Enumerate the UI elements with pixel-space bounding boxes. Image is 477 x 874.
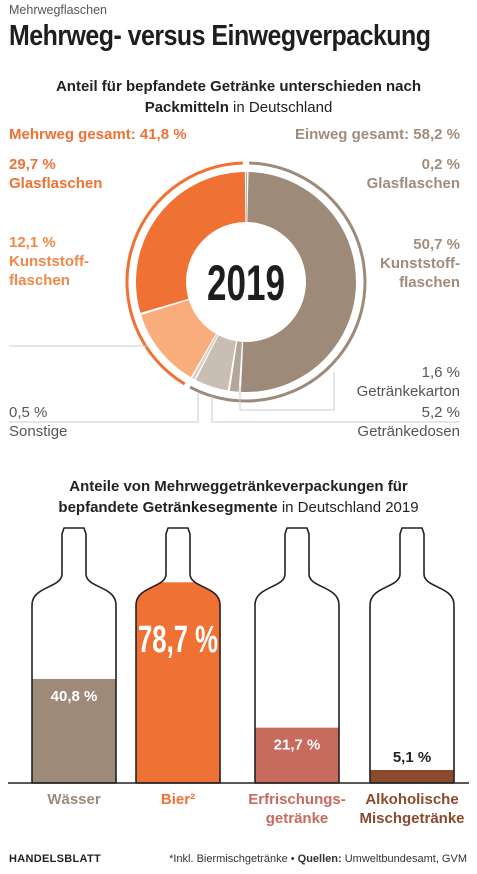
- donut-subtitle-line2-bold: Packmitteln: [144, 99, 229, 116]
- bottle-value-3: 21,7 %: [274, 737, 321, 754]
- donut-slice-5: [192, 334, 218, 380]
- sonst-name: Sonstige: [9, 423, 68, 440]
- mw-glas-label: 29,7 % Glasflaschen: [9, 155, 102, 193]
- bottle-category-line: getränke: [265, 810, 329, 827]
- ew-kunst-label: 50,7 % Kunststoff- flaschen: [380, 235, 460, 292]
- page-title: Mehrweg- versus Einwegverpackung: [9, 20, 431, 52]
- bottle-category-4: Alkoholische Mischgetränke: [347, 790, 477, 828]
- bottle-category-line: Bier²: [160, 791, 196, 808]
- ew-glas-label: 0,2 % Glasflaschen: [367, 155, 460, 193]
- mw-glas-name: Glasflaschen: [9, 175, 103, 192]
- donut-slice-4: [195, 335, 236, 391]
- donut-slice-6: [141, 300, 216, 378]
- bottle-value-2: 78,7 %: [138, 619, 218, 661]
- bottle-category-3: Erfrischungs-getränke: [232, 790, 362, 828]
- mw-glas-value: 29,7 %: [9, 156, 56, 173]
- donut-center-year: 2019: [207, 255, 285, 311]
- bottle-category-1: Wässer: [9, 790, 139, 809]
- leader-dosen: [211, 396, 460, 423]
- bottle-subtitle-line2-bold: bepfandete Getränkesegmente: [58, 499, 278, 516]
- donut-slice-2: [240, 172, 357, 393]
- einweg-total: Einweg gesamt: 58,2 %: [294, 126, 460, 143]
- bottle-category-line: Alkoholische: [365, 791, 459, 808]
- mehrweg-ring: [125, 161, 243, 386]
- bottle-subtitle-line1: Anteile von Mehrweggetränkeverpackungen …: [69, 478, 408, 495]
- leader-karton: [239, 372, 335, 411]
- bottle-outline-4: [369, 527, 455, 784]
- donut-chart: 2019: [9, 161, 460, 423]
- footer-note: *Inkl. Biermischgetränke •: [169, 853, 298, 865]
- bottle-value-4: 5,1 %: [393, 749, 431, 766]
- donut-slice-3: [229, 341, 242, 392]
- footer-source: *Inkl. Biermischgetränke • Quellen: Umwe…: [169, 853, 467, 865]
- bottle-subtitle: Anteile von Mehrweggetränkeverpackungen …: [0, 476, 477, 518]
- mw-kunst-name1: Kunststoff-: [9, 253, 89, 270]
- leader-sonst: [9, 392, 199, 423]
- mw-kunst-label: 12,1 % Kunststoff- flaschen: [9, 233, 89, 290]
- ew-kunst-name2: flaschen: [399, 274, 460, 291]
- donut-subtitle-line1: Anteil für bepfandete Getränke unterschi…: [55, 78, 422, 95]
- bottle-subtitle-line2-plain: in Deutschland 2019: [277, 499, 419, 516]
- donut-subtitle-line2-plain: in Deutschland: [228, 99, 333, 116]
- bottle-fill-3: [255, 727, 339, 783]
- donut-subtitle: Anteil für bepfandete Getränke unterschi…: [0, 76, 477, 118]
- kicker: Mehrwegflaschen: [9, 3, 107, 17]
- mehrweg-total: Mehrweg gesamt: 41,8 %: [9, 126, 187, 143]
- donut-slice-7: [136, 172, 246, 313]
- bottle-fill-4: [370, 769, 454, 783]
- dosen-label: 5,2 % Getränkedosen: [357, 403, 460, 441]
- bottle-category-line: Erfrischungs-: [248, 791, 346, 808]
- bottle-chart: 40,8 % 78,7 % 21,7 % 5,1 %: [8, 527, 469, 784]
- donut-slice-1: [246, 172, 248, 223]
- ew-kunst-value: 50,7 %: [413, 236, 460, 253]
- sonst-value: 0,5 %: [9, 404, 48, 421]
- karton-label: 1,6 % Getränkekarton: [357, 363, 460, 401]
- mw-kunst-name2: flaschen: [9, 272, 70, 289]
- bottle-fill-1: [32, 678, 116, 783]
- ew-kunst-name1: Kunststoff-: [380, 255, 460, 272]
- footer-sources: Umweltbundesamt, GVM: [341, 853, 467, 865]
- ew-glas-name: Glasflaschen: [366, 175, 460, 192]
- einweg-ring: [189, 161, 367, 403]
- dosen-value: 5,2 %: [421, 404, 460, 421]
- bottle-value-1: 40,8 %: [51, 688, 98, 705]
- sonst-label: 0,5 % Sonstige: [9, 403, 67, 441]
- bottle-category-2: Bier²: [113, 790, 243, 809]
- ew-glas-value: 0,2 %: [421, 156, 460, 173]
- dosen-name: Getränkedosen: [357, 423, 460, 440]
- bottle-fill-2: [136, 582, 220, 783]
- mw-kunst-value: 12,1 %: [9, 234, 56, 251]
- footer-sources-label: Quellen:: [297, 853, 342, 865]
- bottle-category-line: Mischgetränke: [359, 810, 465, 827]
- karton-value: 1,6 %: [421, 364, 460, 381]
- bottle-category-line: Wässer: [47, 791, 101, 808]
- karton-name: Getränkekarton: [356, 383, 460, 400]
- brand-logo: HANDELSBLATT: [9, 853, 101, 865]
